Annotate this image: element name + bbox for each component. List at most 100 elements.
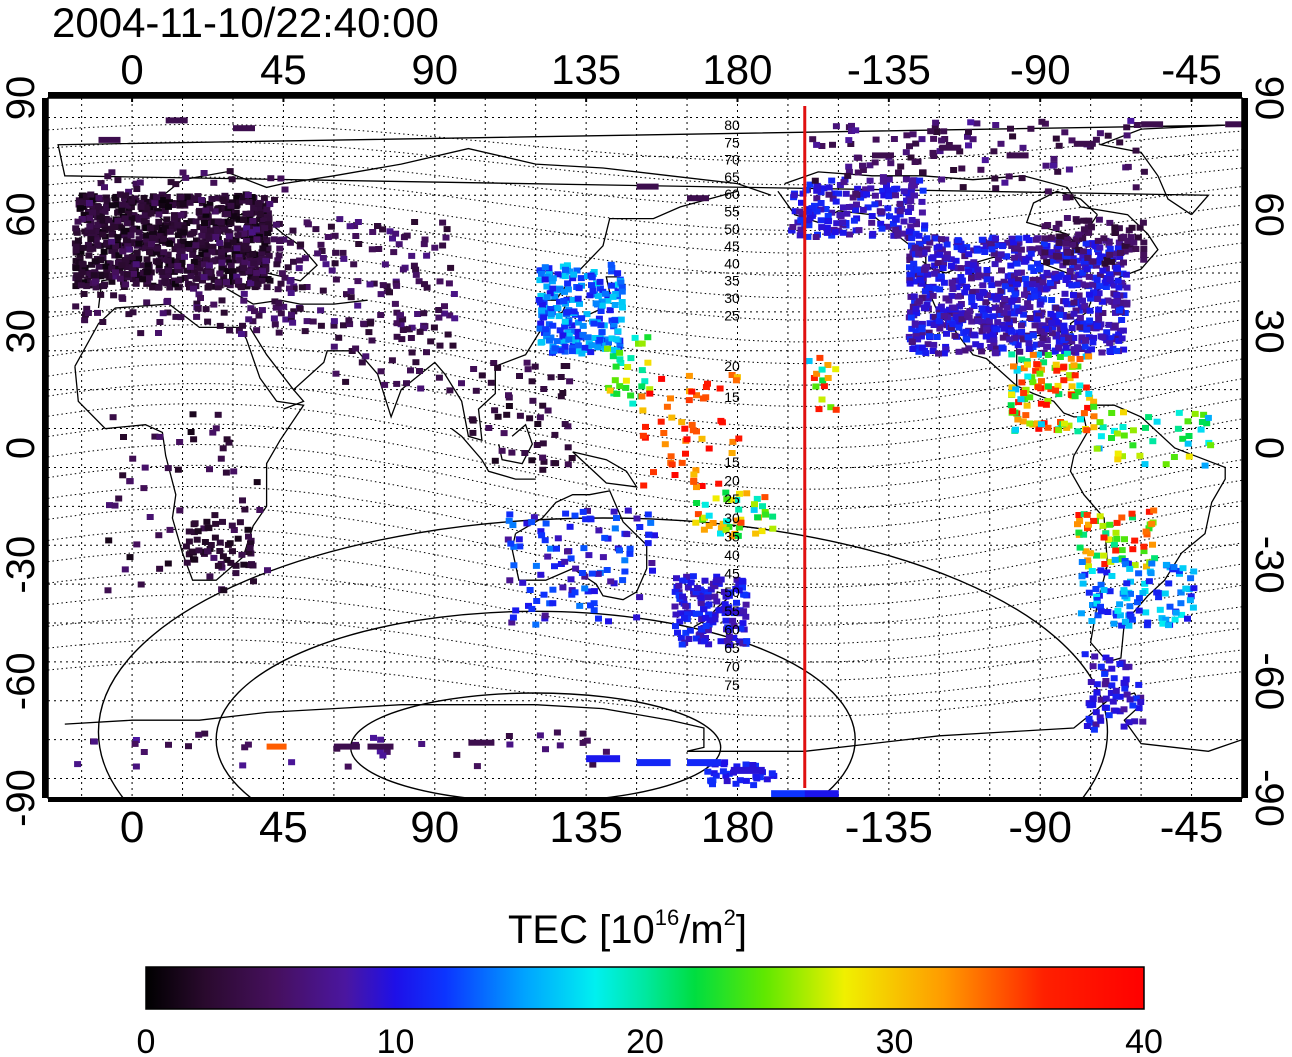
tec-pixel [753,775,761,782]
tec-pixel [265,215,273,222]
tec-pixel [1023,358,1031,365]
tec-pixel [1010,317,1017,324]
tec-pixel [833,220,841,227]
tec-pixel [978,236,986,243]
tec-pixel [106,260,114,267]
tec-pixel [926,333,933,340]
tec-pixel [157,227,165,234]
tec-pixel [195,547,203,554]
tec-pixel [796,232,804,239]
tec-pixel [561,318,569,325]
tec-pixel [1000,322,1008,329]
tec-pixel [1049,253,1057,260]
tec-pixel [1106,588,1114,595]
tec-pixel [259,268,266,275]
tec-pixel [1135,681,1143,688]
tec-pixel [682,603,690,610]
tec-pixel [1112,687,1120,694]
tec-pixel [1080,410,1088,417]
tec-pixel [1034,420,1041,427]
tec-pixel [125,188,133,195]
tec-pixel [1065,166,1073,173]
tec-pixel [1003,315,1011,322]
tec-pixel [1073,281,1081,288]
tec-pixel [940,308,947,315]
tec-pixel [692,610,700,617]
tec-pixel [245,316,253,323]
tec-pixel [922,350,930,357]
tec-pixel [1101,681,1109,688]
tec-pixel [959,184,967,191]
tec-pixel [568,322,576,329]
tec-pixel [1060,377,1068,384]
tec-pixel [180,229,188,236]
tec-pixel [562,510,570,517]
tec-pixel [266,743,287,750]
tec-pixel [943,241,951,248]
tec-pixel [848,128,855,134]
tec-pixel [1116,661,1124,667]
tec-pixel [611,317,619,324]
tec-pixel [132,737,140,743]
tec-pixel [1040,349,1048,356]
tec-pixel [84,227,92,234]
tec-pixel [158,202,166,208]
tec-pixel [290,285,298,292]
tec-pixel [111,252,119,259]
tec-pixel [148,231,156,238]
tec-pixel [416,328,424,335]
tec-pixel [264,230,272,237]
tec-pixel [979,289,987,296]
tec-pixel [564,329,572,336]
tec-pixel [1044,398,1052,405]
tec-pixel [1008,391,1016,398]
tec-pixel [936,251,944,258]
tec-pixel [953,244,961,251]
tec-pixel [915,250,923,257]
tec-pixel [1107,690,1115,696]
tec-pixel [547,306,555,312]
tec-pixel [1145,414,1153,421]
tec-pixel [906,277,914,284]
tec-pixel [1027,264,1035,271]
tec-pixel [566,268,574,275]
tec-pixel [1044,383,1052,390]
tec-pixel [175,277,183,284]
tec-pixel [738,577,746,584]
tec-pixel [890,232,898,239]
tec-pixel [735,524,743,531]
tec-pixel [250,222,258,228]
tec-pixel [929,348,937,354]
tec-pixel [566,378,574,385]
tec-pixel [1120,588,1128,595]
tec-pixel [964,260,972,267]
tec-pixel [847,141,855,147]
tec-pixel [1121,618,1129,625]
tec-pixel [1062,194,1070,201]
tec-pixel [672,611,680,618]
tec-pixel [965,142,972,149]
tec-pixel [442,234,450,241]
tec-pixel [1118,514,1126,521]
tec-pixel [871,159,879,166]
tec-pixel [912,333,920,340]
tec-pixel [975,272,983,279]
tec-pixel [936,148,944,155]
tec-pixel [1072,307,1080,314]
axis-tick-label: 0 [120,803,144,852]
tec-pixel [1042,326,1050,332]
tec-pixel [81,317,89,324]
tec-pixel [129,455,137,462]
tec-pixel [190,529,198,536]
tec-pixel [733,517,741,524]
tec-pixel [1061,340,1069,347]
tec-pixel [430,324,438,331]
tec-pixel [611,525,619,532]
tec-pixel [1120,259,1127,266]
tec-pixel [1061,290,1069,297]
tec-pixel [1093,597,1101,603]
tec-pixel [127,232,135,239]
tec-pixel [581,585,589,592]
tec-pixel [1089,258,1097,265]
tec-pixel [963,284,971,291]
